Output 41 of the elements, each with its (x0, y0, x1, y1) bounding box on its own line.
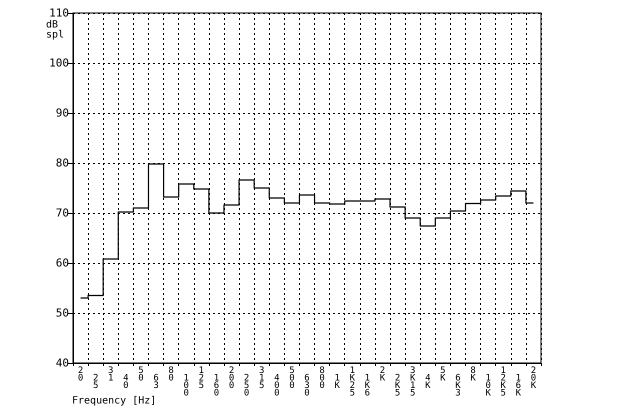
y-tick-label: 50 (56, 306, 69, 320)
y-tick-label: 110 (49, 6, 69, 20)
x-tick-label: 8K (470, 366, 476, 384)
x-tick-label: 40 (123, 373, 129, 391)
x-tick-label: 250 (244, 373, 250, 398)
x-tick-label: 16K (516, 373, 522, 398)
x-tick-label: 20K (530, 366, 537, 391)
x-tick-label: 400 (274, 373, 280, 398)
x-tick-label: 10K (485, 373, 492, 398)
x-tick-label: 125 (198, 366, 204, 391)
y-tick-label: 40 (56, 356, 69, 370)
x-tick-label: 31 (108, 366, 114, 384)
x-tick-label: 100 (184, 373, 189, 398)
x-tick-label: 2K (380, 366, 386, 384)
x-tick-label: 12K5 (500, 366, 507, 398)
y-tick-label: 80 (56, 156, 69, 170)
x-tick-label: 4K (425, 373, 432, 391)
x-tick-label: 50 (138, 366, 144, 384)
x-tick-label: 800 (319, 366, 325, 391)
x-tick-label: 200 (228, 366, 234, 391)
x-tick-label: 500 (289, 366, 295, 391)
x-axis-title: Frequency [Hz] (72, 396, 156, 406)
x-tick-label: 6K3 (455, 373, 462, 398)
y-tick-label: 60 (56, 256, 69, 270)
x-tick-label: 2K5 (394, 373, 401, 398)
x-tick-label: 160 (214, 373, 220, 398)
y-tick-label: 90 (56, 106, 69, 120)
x-tick-label: 1K25 (350, 366, 356, 398)
x-tick-label: 315 (259, 366, 264, 391)
y-tick-label: 70 (56, 206, 69, 220)
x-tick-label: 25 (92, 373, 98, 391)
x-tick-label: 5K (440, 366, 446, 384)
y-tick-label: 100 (49, 56, 69, 70)
x-tick-label: 1K (334, 373, 340, 391)
x-tick-label: 1K6 (364, 373, 371, 398)
x-tick-label: 80 (168, 366, 174, 384)
x-tick-label: 20 (78, 366, 84, 384)
x-tick-label: 3K15 (410, 366, 416, 398)
y-axis-title: dB spl (46, 20, 64, 40)
x-tick-label: 630 (304, 373, 310, 398)
x-tick-label: 63 (153, 373, 159, 391)
